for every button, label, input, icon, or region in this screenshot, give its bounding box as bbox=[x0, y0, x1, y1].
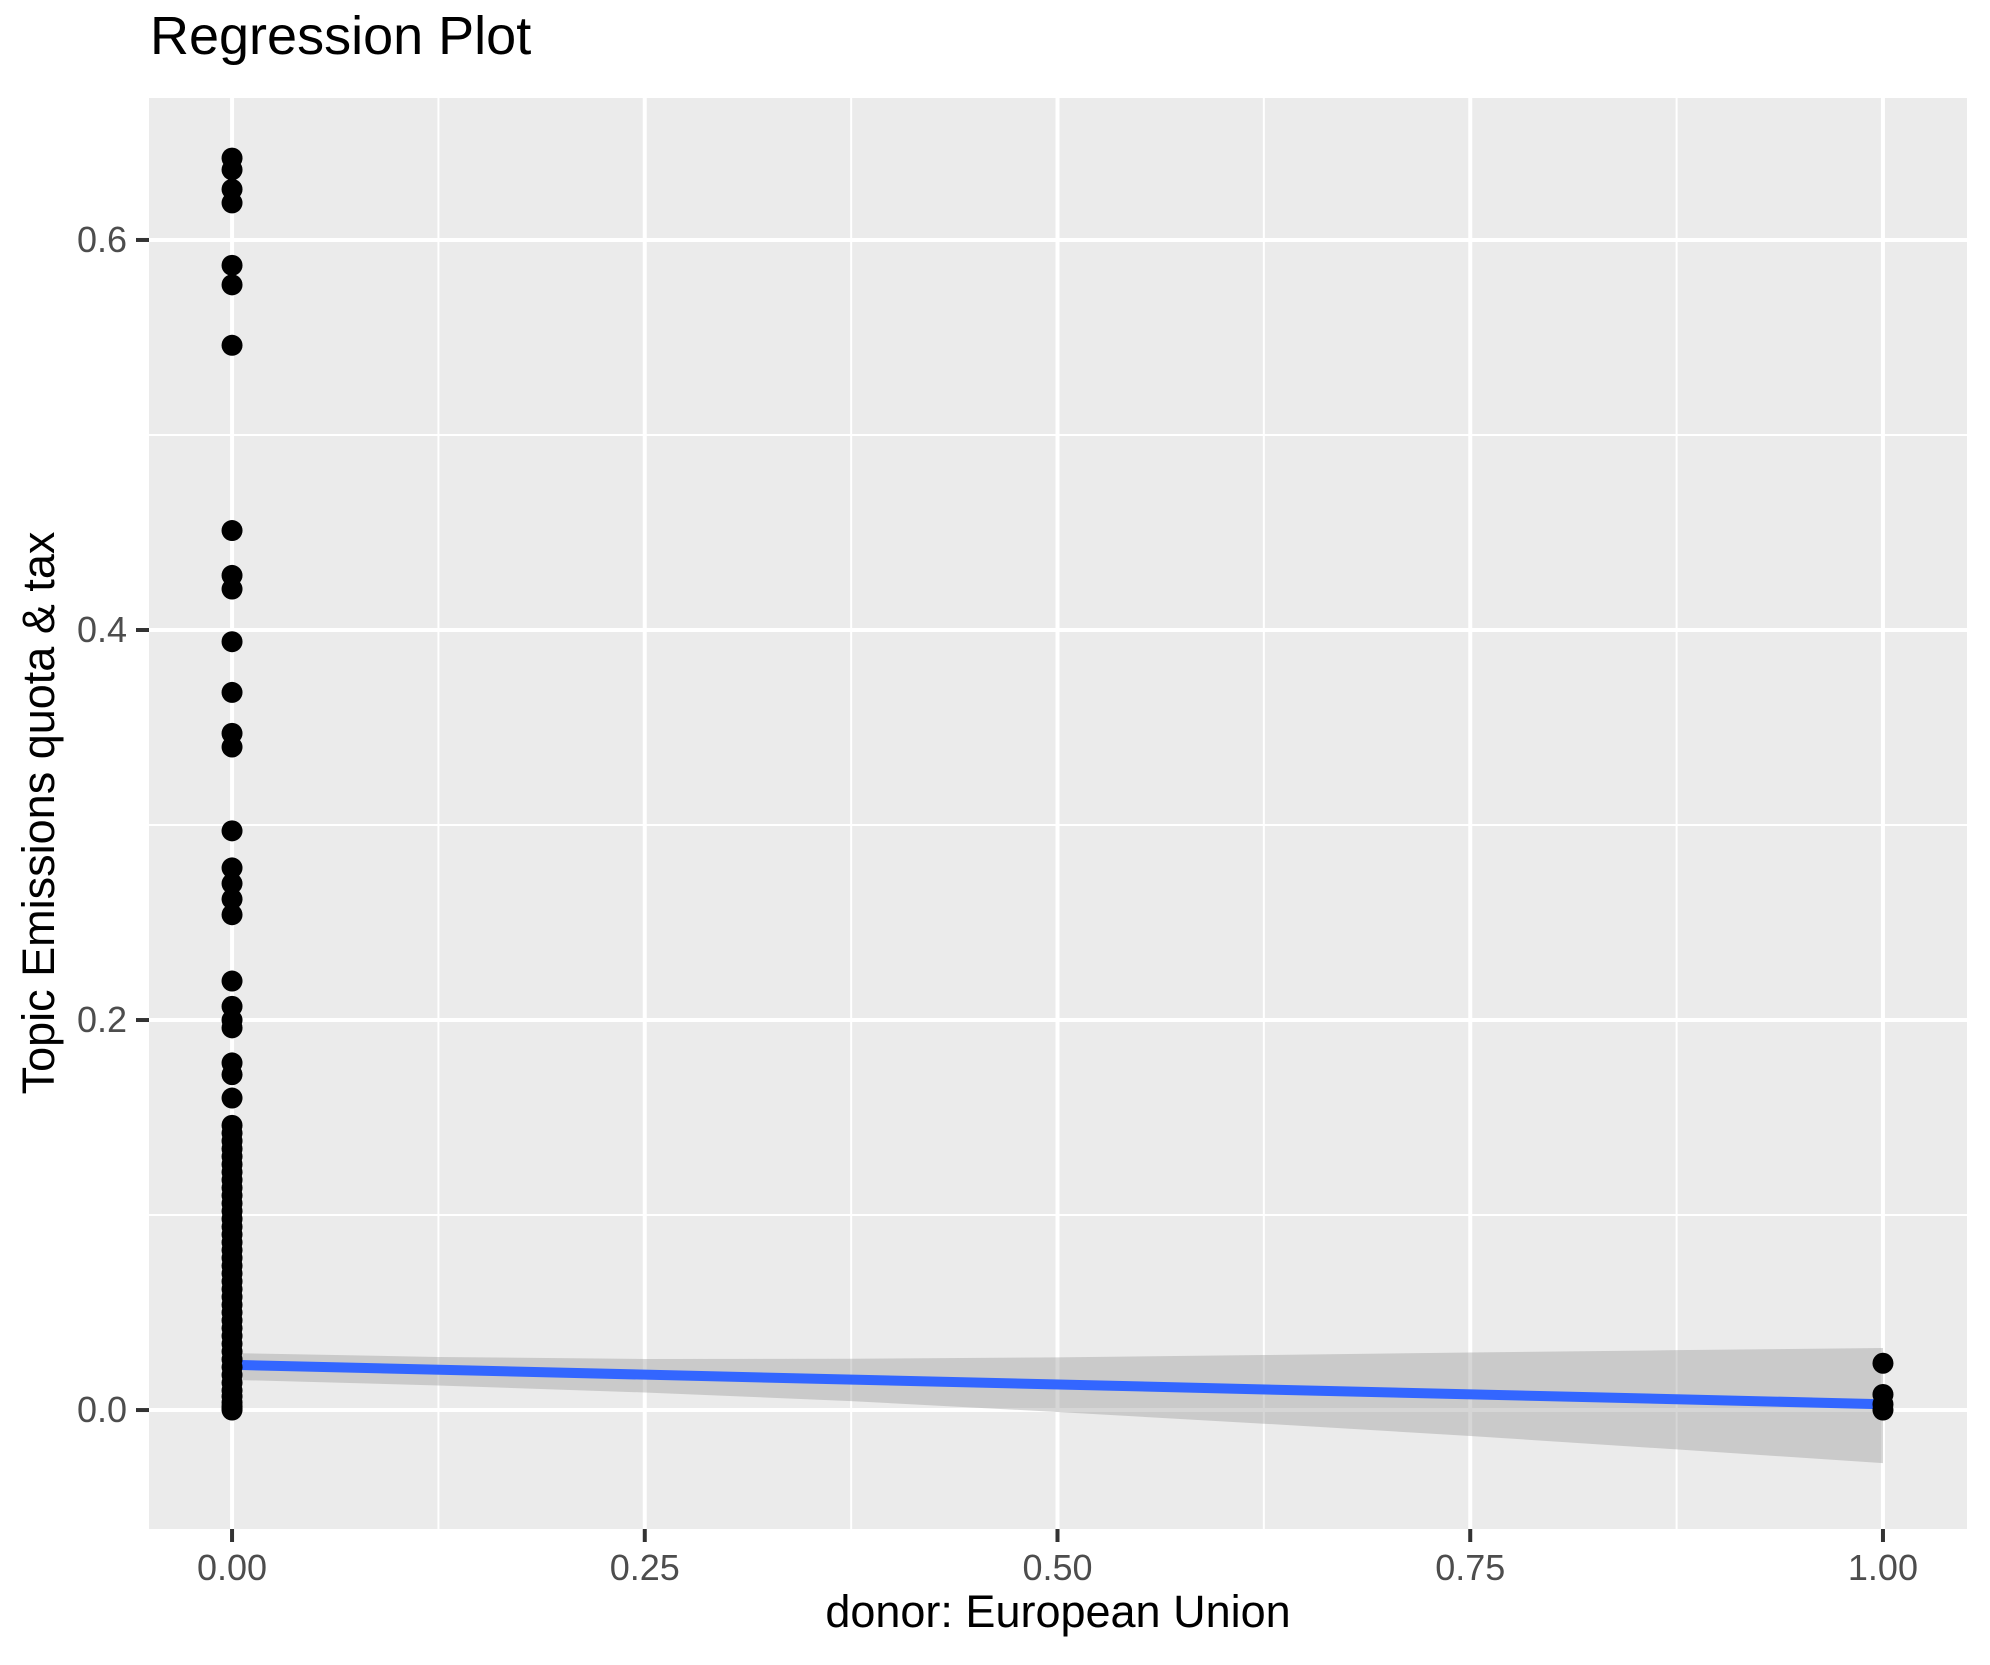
y-tick-label: 0.6 bbox=[76, 218, 127, 260]
x-axis-title: donor: European Union bbox=[825, 1586, 1291, 1637]
data-point bbox=[221, 334, 243, 356]
data-point bbox=[1872, 1399, 1894, 1421]
x-tick-label: 1.00 bbox=[1847, 1547, 1918, 1588]
plot-title: Regression Plot bbox=[150, 6, 532, 66]
data-point bbox=[221, 192, 243, 214]
x-tick-label: 0.75 bbox=[1435, 1547, 1506, 1588]
y-tick-label: 0.4 bbox=[76, 608, 127, 650]
data-point bbox=[221, 904, 243, 926]
x-tick-label: 0.00 bbox=[196, 1547, 268, 1588]
y-tick-label: 0.2 bbox=[76, 999, 127, 1041]
data-point bbox=[221, 736, 243, 758]
regression-line bbox=[231, 1359, 1884, 1410]
data-point bbox=[221, 970, 243, 992]
data-point bbox=[221, 631, 243, 653]
data-point bbox=[1872, 1352, 1894, 1374]
data-point bbox=[221, 159, 243, 181]
data-point bbox=[221, 1399, 243, 1421]
data-point bbox=[221, 1017, 243, 1039]
data-point bbox=[221, 857, 243, 879]
y-axis-title: Topic Emissions quota & tax bbox=[13, 531, 64, 1095]
data-point bbox=[221, 254, 243, 276]
data-point bbox=[221, 274, 243, 296]
data-point bbox=[221, 681, 243, 703]
data-point bbox=[221, 1087, 243, 1109]
x-tick-label: 0.50 bbox=[1022, 1547, 1093, 1588]
x-tick-label: 0.25 bbox=[609, 1547, 680, 1588]
data-point bbox=[221, 888, 243, 910]
y-tick-label: 0.0 bbox=[76, 1389, 127, 1431]
data-point bbox=[221, 1064, 243, 1086]
data-point bbox=[221, 873, 243, 895]
data-point bbox=[221, 820, 243, 842]
data-point bbox=[221, 520, 243, 542]
data-point bbox=[221, 578, 243, 600]
